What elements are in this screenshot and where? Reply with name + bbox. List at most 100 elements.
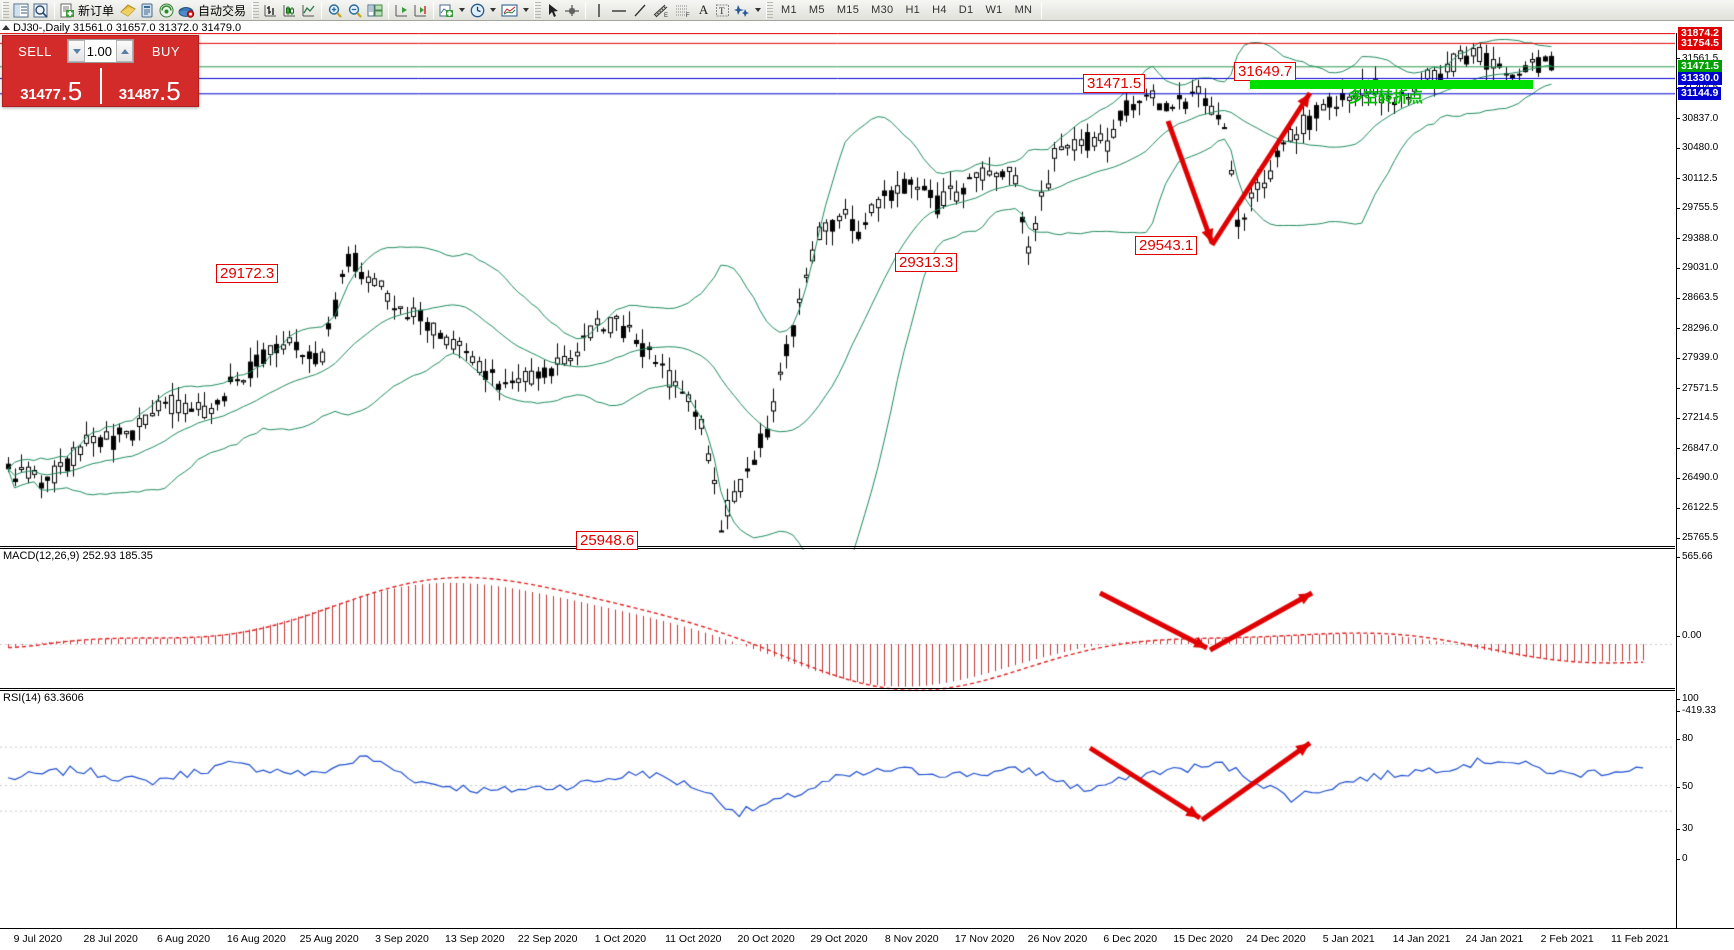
date-tick: 29 Oct 2020: [810, 933, 868, 945]
date-tick: 6 Dec 2020: [1103, 933, 1158, 945]
price-tag-29543[interactable]: 29543.1: [1135, 236, 1198, 255]
text-label-icon[interactable]: T: [713, 1, 732, 20]
zoom-out-icon[interactable]: [345, 1, 365, 20]
price-tick: 31561.5: [1677, 53, 1718, 64]
expert-advisors-icon[interactable]: [176, 1, 197, 20]
date-tick: 24 Dec 2020: [1246, 933, 1306, 945]
price-tick: 30112.5: [1677, 173, 1717, 184]
date-tick: 13 Sep 2020: [445, 933, 505, 945]
volume-increment-button[interactable]: [116, 40, 133, 62]
date-tick: 16 Aug 2020: [226, 933, 286, 945]
date-tick: 14 Jan 2021: [1392, 933, 1451, 945]
date-tick: 1 Oct 2020: [594, 933, 647, 945]
timeframe-m30[interactable]: M30: [871, 4, 894, 16]
rsi-tick: 100: [1677, 693, 1699, 704]
one-click-trading-panel[interactable]: SELL 1.00 BUY 31477.5 31487.5: [2, 35, 199, 107]
date-scale[interactable]: 9 Jul 2020 28 Jul 2020 6 Aug 2020 16 Aug 20…: [0, 928, 1734, 950]
volume-decrement-button[interactable]: [68, 40, 85, 62]
price-tag-29172[interactable]: 29172.3: [216, 264, 279, 283]
toolbar-grip-3[interactable]: [534, 1, 542, 19]
sell-button[interactable]: SELL: [5, 38, 65, 64]
toolbar-grip-2[interactable]: [252, 1, 260, 19]
price-badge[interactable]: 31754.5: [1678, 36, 1722, 50]
vps-icon[interactable]: [157, 1, 176, 20]
equidistant-channel-icon[interactable]: E: [650, 1, 672, 20]
buy-price-integer: 31487: [118, 86, 160, 103]
vertical-line-icon[interactable]: [589, 1, 608, 20]
toolbar-grip-4[interactable]: [766, 1, 774, 19]
shapes-dropdown-icon[interactable]: [755, 8, 762, 12]
timeframe-w1[interactable]: W1: [985, 4, 1003, 16]
tile-windows-icon[interactable]: [365, 1, 385, 20]
timeframe-m15[interactable]: M15: [836, 4, 860, 16]
macd-tick: 565.66: [1677, 551, 1713, 562]
chart-shift-icon[interactable]: [411, 1, 430, 20]
timeframe-m1[interactable]: M1: [781, 4, 797, 16]
cursor-icon[interactable]: [543, 1, 562, 20]
price-badge[interactable]: 31471.5: [1678, 60, 1722, 74]
toolbar-grip[interactable]: [2, 1, 9, 19]
price-tick: 28663.5: [1677, 292, 1718, 303]
auto-scroll-icon[interactable]: [392, 1, 411, 20]
timeframe-mn[interactable]: MN: [1014, 4, 1033, 16]
timeframe-m5[interactable]: M5: [808, 4, 825, 16]
rsi-tick: 50: [1677, 781, 1693, 792]
horizontal-line-icon[interactable]: [608, 1, 630, 20]
rsi-pane-separator-2: [0, 690, 1675, 691]
macd-chart-canvas[interactable]: [0, 562, 1675, 697]
period-clock-icon[interactable]: [468, 1, 487, 20]
candlestick-chart-icon[interactable]: [280, 1, 299, 20]
buy-button[interactable]: BUY: [136, 38, 196, 64]
price-tag-25948[interactable]: 25948.6: [576, 531, 639, 550]
auto-trading-label[interactable]: 自动交易: [198, 3, 247, 18]
crosshair-icon[interactable]: [562, 1, 582, 20]
price-tick: 25765.5: [1677, 532, 1718, 543]
price-badge[interactable]: 31330.0: [1678, 71, 1722, 85]
templates-icon[interactable]: [499, 1, 520, 20]
price-chart-canvas[interactable]: [0, 33, 1675, 550]
timeframe-h4[interactable]: H4: [932, 4, 947, 16]
price-scale[interactable]: 31561.531204.530837.030480.030112.529755…: [1676, 27, 1734, 938]
data-window-icon[interactable]: [31, 1, 51, 20]
date-tick: 26 Nov 2020: [1027, 933, 1088, 945]
trendline-icon[interactable]: [630, 1, 650, 20]
rsi-chart-canvas[interactable]: [0, 703, 1675, 865]
toolbar-separator-4: [433, 1, 435, 19]
signals-icon[interactable]: [138, 1, 157, 20]
text-icon[interactable]: A: [698, 2, 709, 17]
chart-collapse-icon[interactable]: [2, 25, 10, 30]
price-badge[interactable]: 31144.9: [1678, 87, 1722, 101]
fibonacci-icon[interactable]: F: [672, 1, 694, 20]
rsi-indicator-label: RSI(14) 63.3606: [3, 692, 84, 704]
period-dropdown-icon[interactable]: [490, 8, 497, 12]
shapes-icon[interactable]: [732, 1, 752, 20]
price-tag-31649[interactable]: 31649.7: [1234, 62, 1297, 81]
sell-price[interactable]: 31477.5: [3, 66, 100, 106]
price-tag-31471[interactable]: 31471.5: [1083, 74, 1146, 93]
price-badge[interactable]: 31874.2: [1678, 27, 1722, 40]
price-tick: 27214.5: [1677, 412, 1718, 423]
buy-price[interactable]: 31487.5: [102, 66, 199, 106]
new-order-label[interactable]: 新订单: [78, 3, 115, 18]
zoom-in-icon[interactable]: [325, 1, 345, 20]
new-order-icon[interactable]: [58, 1, 77, 20]
chart-window[interactable]: DJ30-,Daily 31561.0 31657.0 31372.0 3147…: [0, 22, 1734, 950]
price-tick: 29755.5: [1677, 202, 1718, 213]
price-tag-29313[interactable]: 29313.3: [895, 253, 958, 272]
indicators-icon[interactable]: [437, 1, 456, 20]
date-tick: 5 Jan 2021: [1322, 933, 1375, 945]
chinese-note[interactable]: 多空转折点: [1348, 88, 1424, 106]
volume-stepper[interactable]: 1.00: [67, 39, 134, 63]
price-tick: 29388.0: [1677, 233, 1718, 244]
templates-dropdown-icon[interactable]: [523, 8, 530, 12]
market-watch-icon[interactable]: [11, 1, 31, 20]
macd-tick: 0.00: [1677, 630, 1701, 641]
metaeditor-icon[interactable]: [118, 1, 138, 20]
timeframe-d1[interactable]: D1: [958, 4, 974, 16]
timeframe-h1[interactable]: H1: [905, 4, 921, 16]
line-chart-icon[interactable]: [299, 1, 318, 20]
price-tick: 27939.0: [1677, 352, 1718, 363]
volume-value[interactable]: 1.00: [86, 43, 112, 59]
indicators-dropdown-icon[interactable]: [459, 8, 466, 12]
bar-chart-icon[interactable]: [261, 1, 280, 20]
